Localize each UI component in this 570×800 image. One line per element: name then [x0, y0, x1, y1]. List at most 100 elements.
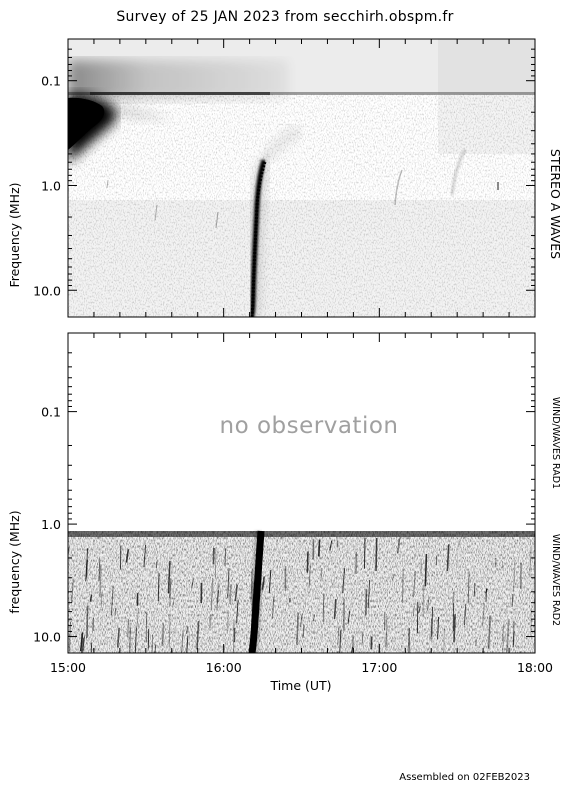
rad2-streak — [318, 539, 321, 557]
rad2-streak — [384, 632, 387, 648]
rad2-streak — [302, 624, 305, 638]
rad2-streak — [229, 584, 232, 605]
wind-waves-panel: 0.1 1.0 10.0 no observation frequency (MHz… — [7, 332, 561, 693]
rad2-streak — [431, 607, 434, 637]
rad2-streak — [116, 627, 120, 648]
rad2-streak — [236, 599, 239, 624]
rad2-streak — [168, 613, 171, 647]
rad2-streak — [391, 574, 395, 581]
stereo-a-panel: 0.1 1.0 10.0 Frequency (MHz) STEREO A WAVE… — [7, 38, 563, 318]
rad2-streak — [81, 638, 85, 653]
chart-title: Survey of 25 JAN 2023 from secchirh.obsp… — [116, 9, 454, 25]
rad2-streak — [375, 538, 378, 571]
rad2-streak — [161, 624, 165, 647]
rad2-streak — [361, 631, 364, 643]
rad2-streak — [329, 540, 333, 551]
x-tick-label: 16:00 — [206, 660, 242, 675]
rad2-streak — [347, 610, 351, 624]
rad2-streak — [320, 567, 323, 581]
rad2-streak — [99, 564, 102, 598]
rad2-streak — [227, 567, 230, 599]
rad2-streak — [155, 561, 158, 569]
rad2-streak — [446, 544, 450, 571]
rad2-streak — [418, 606, 421, 613]
rad2-streak — [181, 629, 184, 653]
assembled-date: Assembled on 02FEB2023 — [399, 772, 530, 783]
burst-main — [247, 126, 302, 317]
rad2-streak — [151, 634, 154, 653]
rad2-streak — [443, 629, 445, 653]
rad2-streak — [396, 538, 401, 554]
upper-y-tick-label: 10.0 — [33, 283, 61, 298]
lower-y-tick-label: 0.1 — [41, 405, 61, 420]
rad2-streak — [512, 621, 515, 648]
rad2-streak — [511, 594, 514, 608]
rad2-streak — [125, 549, 130, 563]
rad2-streak — [401, 570, 404, 604]
rad2-streak — [339, 629, 342, 653]
lower-y-ticks: 0.1 1.0 10.0 — [33, 332, 535, 645]
rad2-streak — [512, 562, 516, 593]
rad2-streak — [467, 571, 470, 604]
burst-early — [68, 93, 175, 163]
rad2-streak — [424, 553, 428, 587]
upper-y-ticks: 0.1 1.0 10.0 — [33, 38, 535, 298]
rad2-instrument-label: WIND/WAVES RAD2 — [550, 534, 561, 626]
rad2-streak — [312, 614, 316, 621]
x-axis-label: Time (UT) — [269, 678, 331, 693]
rad2-streak — [487, 615, 491, 649]
rad2-streak — [336, 540, 339, 548]
rad2-streak — [501, 624, 505, 642]
upper-y-tick-label: 1.0 — [41, 178, 61, 193]
rad2-streak — [169, 578, 172, 607]
stereo-instrument-label: STEREO A WAVES — [548, 149, 563, 259]
rad2-streak — [268, 569, 272, 594]
rad2-streak — [79, 632, 84, 652]
no-observation-annotation: no observation — [220, 413, 399, 439]
x-tick-label: 15:00 — [50, 660, 86, 675]
rad2-streak — [127, 618, 129, 638]
rad2-streak — [172, 597, 175, 608]
rad2-streak — [506, 619, 510, 652]
rad2-streak — [216, 583, 220, 611]
rad2-streak — [426, 596, 430, 611]
x-tick-label: 17:00 — [361, 660, 397, 675]
rad2-streak — [216, 590, 219, 604]
rad2-streak — [512, 631, 515, 646]
rad2-streak — [463, 604, 467, 626]
rad2-streak — [308, 565, 311, 588]
rad2-streak — [224, 548, 227, 567]
rad2-streak — [333, 599, 337, 619]
rad2-streak — [210, 578, 214, 611]
rad1-instrument-label: WIND/WAVES RAD1 — [550, 397, 561, 489]
rad2-streak — [134, 627, 137, 653]
rad2-streak — [337, 625, 340, 645]
rad2-streak — [473, 583, 476, 597]
rad2-streak — [437, 616, 440, 640]
rad2-streak — [234, 584, 238, 602]
rad2-streak — [529, 547, 532, 578]
rad2-streak — [98, 558, 101, 581]
rad2-streak — [452, 591, 455, 606]
rad2-streak — [157, 573, 160, 602]
lower-y-tick-label: 10.0 — [33, 630, 61, 645]
rad2-streak — [186, 635, 189, 653]
rad2-streak — [168, 578, 172, 598]
rad2-streak — [272, 596, 275, 619]
rad2-streak — [89, 594, 93, 602]
rad2-streak — [501, 636, 505, 653]
rad2-streak — [342, 568, 346, 593]
rad2-streak — [306, 551, 309, 573]
rad2-streak — [191, 578, 194, 589]
rad2-streak — [457, 541, 460, 548]
rad2-streak — [114, 607, 117, 616]
rad2-streak — [412, 605, 415, 616]
rad2-streak — [412, 570, 416, 597]
rad2-streak — [185, 626, 189, 635]
upper-y-tick-label: 0.1 — [41, 74, 61, 89]
rad2-streak — [430, 618, 433, 642]
rad2-streak — [296, 612, 299, 645]
rad2-streak — [86, 605, 89, 638]
rad2-streak — [85, 559, 89, 578]
